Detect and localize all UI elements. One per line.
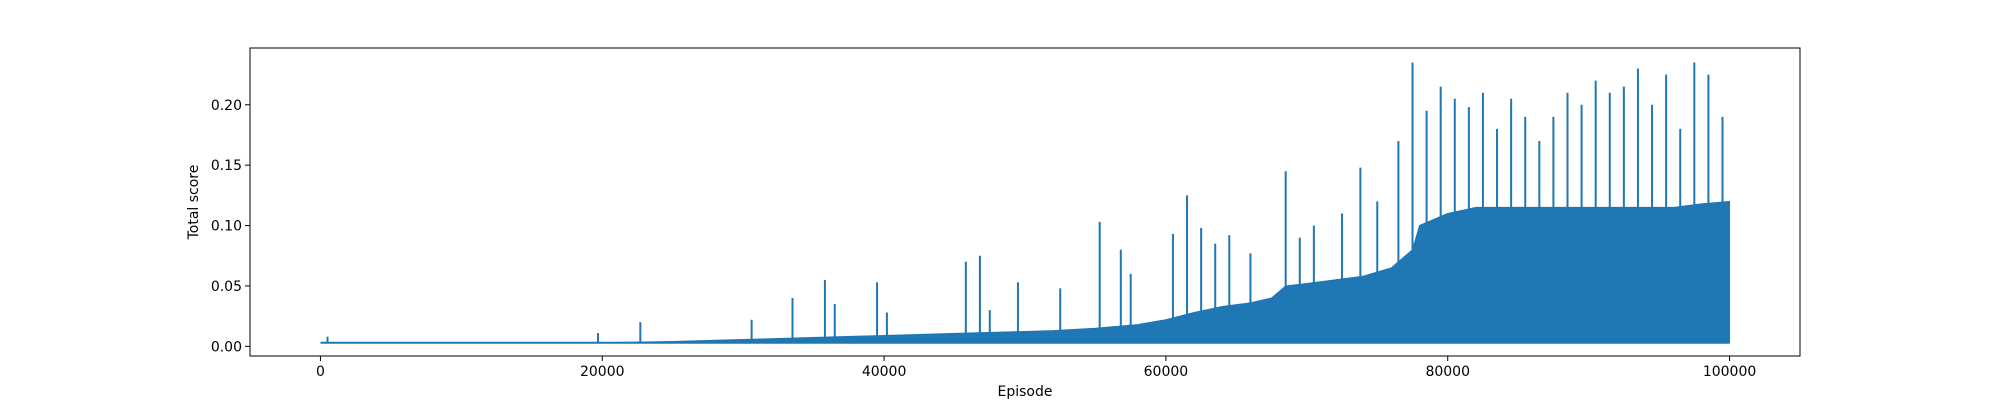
- y-axis-label: Total score: [186, 165, 202, 241]
- x-tick-label: 40000: [862, 364, 907, 380]
- x-ticks: 0 20000 40000 60000 80000 100000: [316, 356, 1756, 380]
- y-ticks: 0.00 0.05 0.10 0.15 0.20: [211, 98, 250, 355]
- x-tick-label: 0: [316, 364, 325, 380]
- plot-frame: [249, 47, 1801, 357]
- y-tick-label: 0.15: [211, 158, 242, 174]
- x-tick-label: 20000: [580, 364, 625, 380]
- y-tick-label: 0.00: [211, 339, 242, 355]
- y-tick-label: 0.05: [211, 279, 242, 295]
- y-tick-label: 0.20: [211, 98, 242, 114]
- series-dense-band: [320, 200, 1731, 344]
- x-tick-label: 60000: [1144, 364, 1189, 380]
- x-tick-label: 80000: [1425, 364, 1470, 380]
- series-layer: [320, 62, 1731, 344]
- x-tick-label: 100000: [1703, 364, 1756, 380]
- y-tick-label: 0.10: [211, 219, 242, 235]
- x-axis-label: Episode: [998, 384, 1053, 400]
